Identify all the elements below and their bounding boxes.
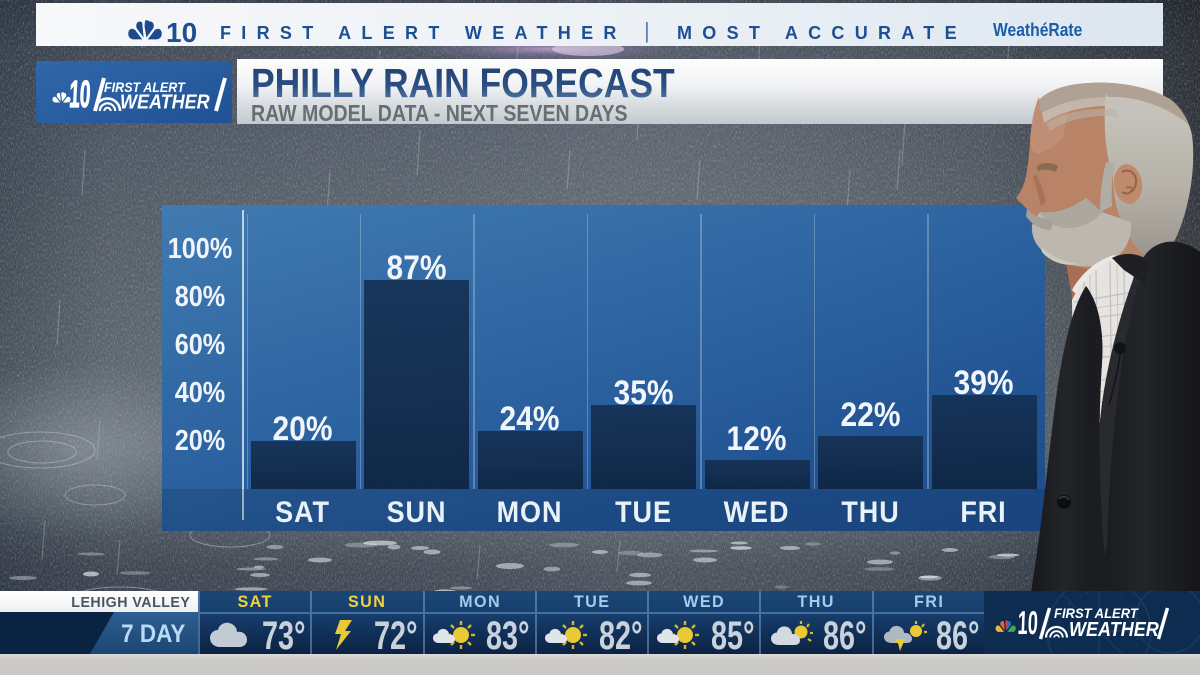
svg-text:10: 10 [68,74,91,116]
svg-text:FIRST ALERT: FIRST ALERT [104,80,186,96]
svg-text:FIRST ALERT: FIRST ALERT [1054,606,1139,622]
svg-text:10: 10 [1017,604,1039,641]
svg-text:WEATHER: WEATHER [120,92,210,114]
svg-text:WEATHER: WEATHER [1069,619,1159,641]
